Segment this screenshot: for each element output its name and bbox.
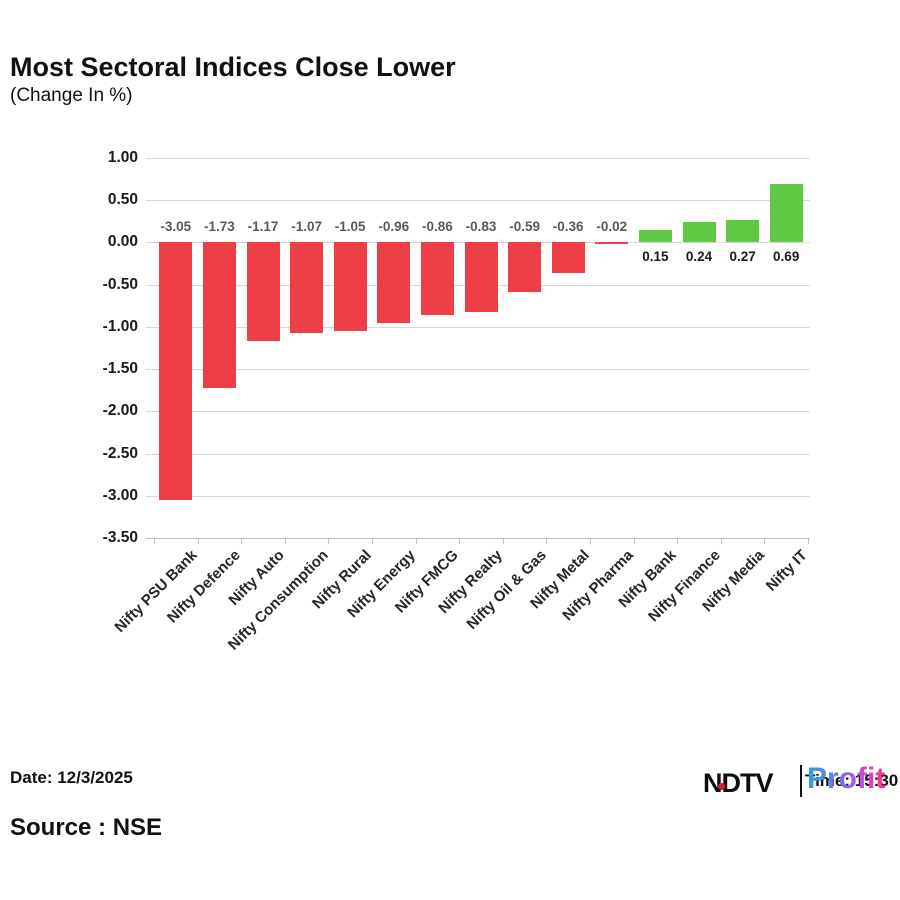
chart-title: Most Sectoral Indices Close Lower [10, 52, 456, 82]
bar-nifty-realty [464, 242, 498, 313]
bar-value-label-nifty-pharma: -0.02 [596, 219, 628, 235]
gridline-y--3.50 [146, 538, 810, 539]
chart-subtitle: (Change In %) [10, 85, 133, 106]
x-axis-tick [590, 538, 591, 544]
bar-nifty-metal [551, 242, 585, 273]
bar-nifty-finance [682, 222, 716, 243]
bar-value-label-nifty-media: 0.27 [729, 249, 756, 265]
gridline-y--1.50 [146, 369, 810, 371]
time-label: Time: 15:30 [805, 771, 898, 791]
bar-value-label-nifty-fmcg: -0.86 [422, 219, 453, 235]
y-axis-label--1.50: -1.50 [102, 360, 138, 378]
bar-value-label-nifty-bank: 0.15 [642, 249, 669, 265]
bar-nifty-it [769, 184, 803, 243]
y-axis-label-1.00: 1.00 [107, 149, 138, 166]
date-label: Date: 12/3/2025 [10, 768, 133, 787]
x-axis-tick [154, 538, 155, 544]
bar-nifty-energy [377, 242, 411, 324]
logo-separator [800, 765, 802, 797]
y-axis-label--1.00: -1.00 [102, 317, 138, 335]
bar-nifty-bank [638, 229, 672, 243]
y-axis-label--2.50: -2.50 [102, 444, 138, 462]
bar-nifty-oil-gas [508, 242, 542, 293]
y-axis-label--0.50: -0.50 [102, 275, 138, 293]
bar-nifty-consumption [290, 242, 324, 333]
x-axis-tick [546, 538, 548, 544]
bar-nifty-auto [246, 242, 280, 342]
ndtv-logo-red-dot-icon [718, 783, 725, 790]
gridline-y--2.50 [146, 453, 810, 455]
y-axis-label-0.50: 0.50 [107, 191, 138, 209]
bar-value-label-nifty-defence: -1.73 [204, 219, 235, 235]
bar-value-label-nifty-auto: -1.17 [247, 219, 279, 235]
profit-logo-text: Profit [807, 762, 886, 795]
gridline-y--3.00 [146, 495, 810, 497]
x-axis-tick [284, 538, 286, 544]
gridline-y-0.50 [146, 200, 810, 202]
x-axis-tick [808, 538, 809, 544]
bar-value-label-nifty-realty: -0.83 [465, 219, 497, 235]
bar-value-label-nifty-consumption: -1.07 [291, 219, 322, 235]
x-axis-tick [328, 538, 330, 544]
y-axis-label-0.00: 0.00 [107, 233, 138, 251]
x-axis-tick [415, 538, 417, 544]
gridline-y--2.00 [146, 411, 810, 413]
bar-value-label-nifty-energy: -0.96 [378, 219, 410, 235]
x-axis-tick [459, 538, 461, 544]
bar-nifty-defence [202, 242, 236, 389]
x-axis-tick [241, 538, 243, 544]
x-axis-tick [197, 538, 199, 544]
x-axis-tick [502, 538, 504, 544]
x-axis-tick [372, 538, 373, 544]
bar-nifty-fmcg [420, 242, 454, 315]
bar-nifty-media [726, 219, 760, 243]
x-axis-tick [764, 538, 766, 544]
bar-value-label-nifty-rural: -1.05 [334, 219, 366, 235]
x-axis-tick [720, 538, 722, 544]
gridline-y--1.00 [146, 326, 810, 328]
x-axis-tick [633, 538, 635, 544]
bar-nifty-psu-bank [159, 242, 193, 500]
x-axis-tick [677, 538, 679, 544]
bar-value-label-nifty-psu-bank: -3.05 [160, 219, 192, 235]
bar-nifty-pharma [595, 242, 629, 245]
bar-nifty-rural [333, 242, 367, 332]
ndtv-logo-text: NDTV [703, 768, 773, 798]
ndtv-profit-logo: NDTV Time: 15:30 Profit [703, 762, 898, 806]
y-axis-label--2.00: -2.00 [102, 402, 138, 420]
bar-value-label-nifty-finance: 0.24 [685, 249, 713, 265]
bar-value-label-nifty-metal: -0.36 [552, 219, 584, 235]
gridline-y-1.00 [146, 158, 810, 159]
bar-value-label-nifty-oil-gas: -0.59 [509, 219, 540, 235]
y-axis-label--3.00: -3.00 [102, 486, 138, 504]
source-label: Source : NSE [10, 814, 163, 841]
y-axis-label--3.50: -3.50 [102, 529, 138, 546]
bar-value-label-nifty-it: 0.69 [773, 249, 800, 265]
